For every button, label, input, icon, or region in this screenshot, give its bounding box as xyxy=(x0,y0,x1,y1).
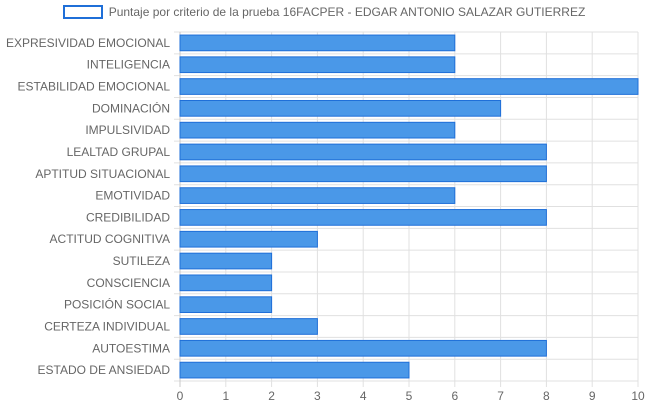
bar xyxy=(179,318,318,335)
bar xyxy=(179,274,273,292)
category-label: SUTILEZA xyxy=(113,254,170,268)
bar xyxy=(179,187,456,204)
category-label: LEALTAD GRUPAL xyxy=(67,145,171,159)
category-label: EXPRESIVIDAD EMOCIONAL xyxy=(6,36,170,50)
bar xyxy=(179,143,547,161)
category-label: CONSCIENCIA xyxy=(87,276,170,290)
bar xyxy=(179,296,273,314)
category-label: DOMINACIÓN xyxy=(92,100,170,115)
x-tick-label: 6 xyxy=(451,389,458,403)
category-label: ACTITUD COGNITIVA xyxy=(50,232,170,246)
category-label: POSICIÓN SOCIAL xyxy=(64,297,170,312)
category-label: APTITUD SITUACIONAL xyxy=(35,167,170,181)
x-tick-label: 10 xyxy=(631,389,645,403)
legend-label: Puntaje por criterio de la prueba 16FACP… xyxy=(108,5,586,19)
bar xyxy=(179,34,456,52)
category-label: CERTEZA INDIVIDUAL xyxy=(44,319,170,333)
x-tick-label: 0 xyxy=(177,389,184,403)
category-label: INTELIGENCIA xyxy=(87,58,170,72)
x-tick-label: 3 xyxy=(314,389,321,403)
x-tick-label: 9 xyxy=(589,389,596,403)
bar xyxy=(179,209,547,226)
category-label: AUTOESTIMA xyxy=(92,341,170,355)
bar xyxy=(179,252,273,270)
category-label: IMPULSIVIDAD xyxy=(85,123,170,137)
legend[interactable]: Puntaje por criterio de la prueba 16FACP… xyxy=(0,5,648,19)
bar xyxy=(179,230,318,248)
category-label: CREDIBILIDAD xyxy=(86,210,170,224)
x-tick-label: 2 xyxy=(268,389,275,403)
category-label: ESTABILIDAD EMOCIONAL xyxy=(18,80,171,94)
bar xyxy=(179,56,456,74)
category-label: ESTADO DE ANSIEDAD xyxy=(38,363,171,377)
x-tick-label: 4 xyxy=(360,389,367,403)
x-tick-label: 7 xyxy=(497,389,504,403)
bar xyxy=(179,99,502,117)
legend-swatch xyxy=(62,5,103,19)
bar xyxy=(179,339,547,357)
bar xyxy=(179,121,456,139)
bar xyxy=(179,165,547,183)
category-label: EMOTIVIDAD xyxy=(95,189,170,203)
x-tick-label: 5 xyxy=(406,389,413,403)
bar xyxy=(179,78,639,95)
x-tick-label: 1 xyxy=(222,389,229,403)
bar xyxy=(179,361,410,379)
x-tick-label: 8 xyxy=(543,389,550,403)
